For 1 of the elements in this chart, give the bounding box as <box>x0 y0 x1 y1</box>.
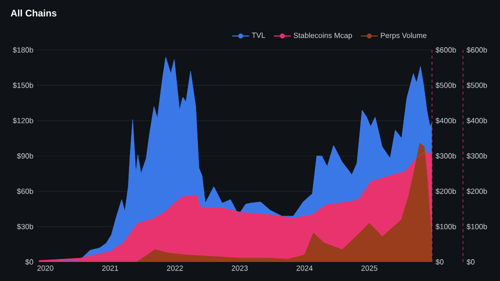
chart-title: All Chains <box>10 10 56 16</box>
